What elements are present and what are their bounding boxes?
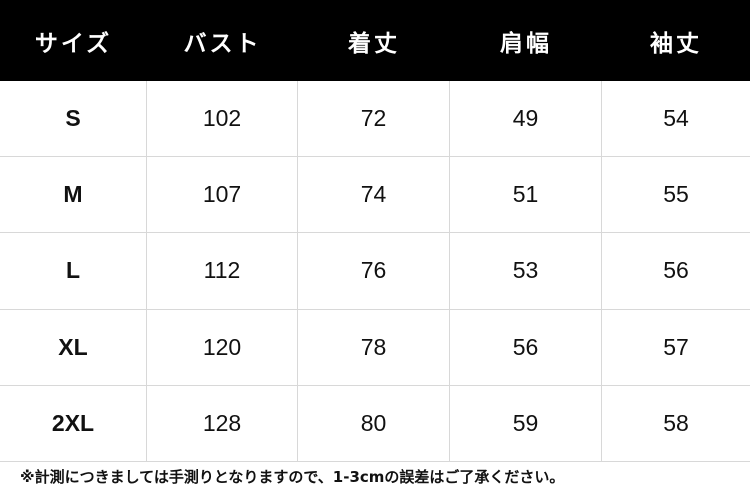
size-label-cell: S: [0, 81, 147, 158]
table-cell: 59: [450, 385, 602, 462]
table-header: サイズ バスト 着丈 肩幅 袖丈: [0, 0, 750, 81]
table-cell: 128: [147, 385, 298, 462]
size-label-cell: M: [0, 157, 147, 234]
column-header: 肩幅: [500, 30, 552, 57]
table-cell: 120: [147, 309, 298, 386]
size-table: S 102 72 49 54 M 107 74 51 55 L 112 76 53 56 XL 120 78 56 5…: [0, 81, 750, 462]
table-cell: 80: [298, 385, 450, 462]
table-cell: 53: [450, 233, 602, 310]
table-cell: 102: [147, 81, 298, 158]
column-header: 着丈: [348, 30, 400, 57]
size-label-cell: L: [0, 233, 147, 310]
table-cell: 74: [298, 157, 450, 234]
column-header: バスト: [183, 30, 262, 57]
table-cell: 57: [602, 310, 750, 386]
table-cell: 56: [450, 309, 602, 386]
measurement-note: ※計測につきましては手測りとなりますので、1-3cmの誤差はご了承ください。: [20, 467, 565, 486]
column-header: 袖丈: [650, 30, 702, 57]
table-cell: 54: [602, 81, 750, 158]
table-cell: 51: [450, 157, 602, 234]
table-cell: 56: [602, 233, 750, 310]
table-cell: 49: [450, 81, 602, 158]
column-header: サイズ: [34, 30, 113, 57]
size-label-cell: 2XL: [0, 385, 147, 462]
table-cell: 76: [298, 233, 450, 310]
table-cell: 107: [147, 157, 298, 234]
table-cell: 55: [602, 157, 750, 234]
table-cell: 58: [602, 386, 750, 462]
table-cell: 72: [298, 81, 450, 158]
table-cell: 112: [147, 233, 298, 310]
table-cell: 78: [298, 309, 450, 386]
size-label-cell: XL: [0, 309, 147, 386]
